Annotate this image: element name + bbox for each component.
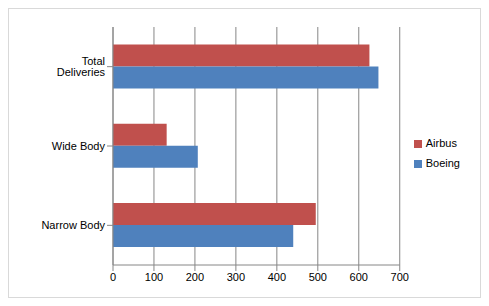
svg-text:600: 600 — [350, 271, 368, 283]
svg-text:Wide Body: Wide Body — [52, 140, 106, 152]
svg-text:700: 700 — [391, 271, 409, 283]
svg-text:400: 400 — [268, 271, 286, 283]
svg-text:500: 500 — [309, 271, 327, 283]
html-text:Boeing: Boeing — [425, 157, 460, 169]
svg-text:Narrow Body: Narrow Body — [41, 219, 105, 231]
html-text:Airbus: Airbus — [425, 137, 457, 149]
svg-text:TotalDeliveries: TotalDeliveries — [57, 55, 106, 78]
svg-text:200: 200 — [186, 271, 204, 283]
svg-text:300: 300 — [227, 271, 245, 283]
svg-text:100: 100 — [145, 271, 163, 283]
svg-text:0: 0 — [110, 271, 116, 283]
